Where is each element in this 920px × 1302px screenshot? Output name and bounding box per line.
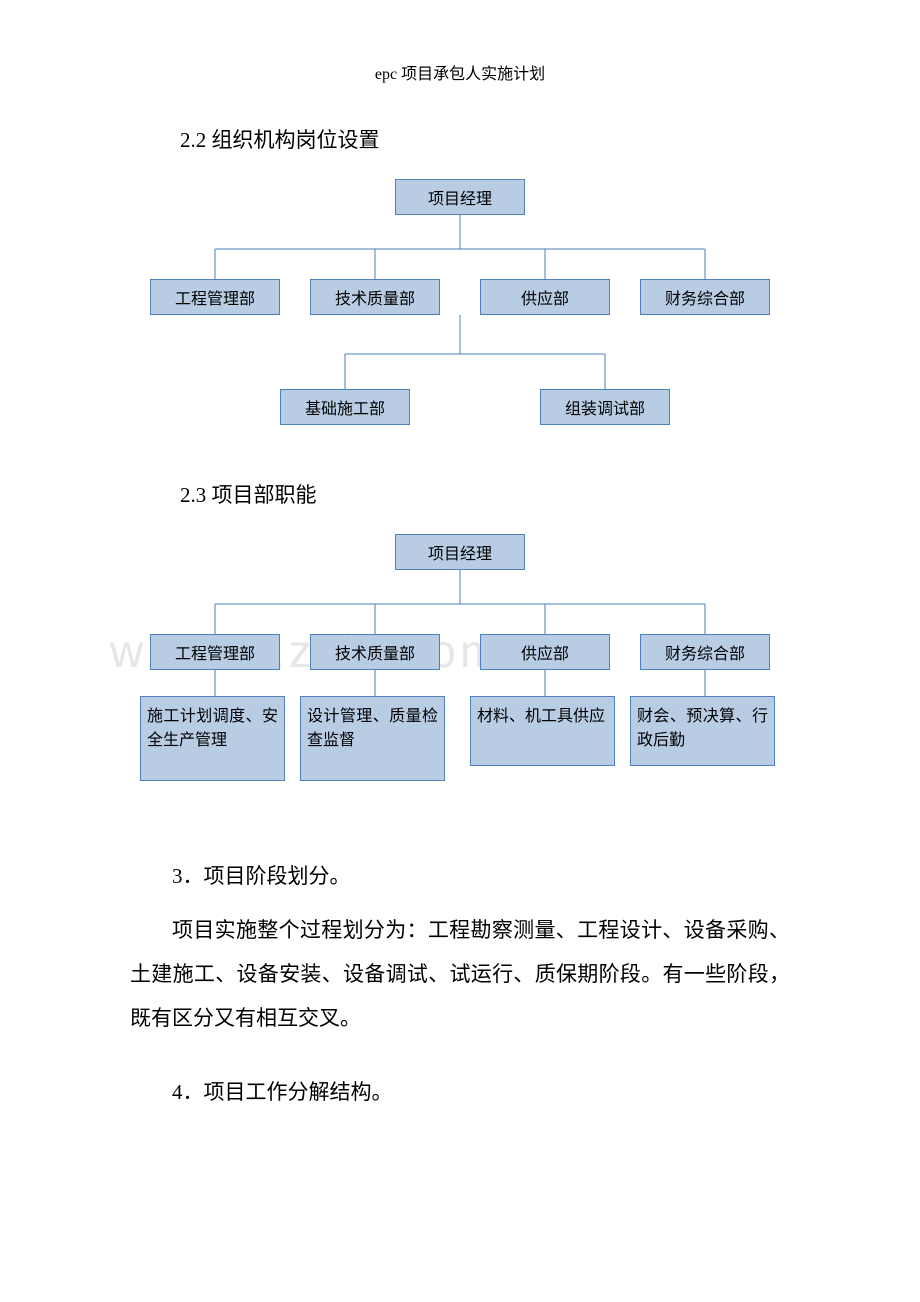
org-desc-f2: 设计管理、质量检查监督 <box>300 696 445 781</box>
org-node-d4: 财务综合部 <box>640 634 770 670</box>
org-node-pm: 项目经理 <box>395 534 525 570</box>
org-desc-f3: 材料、机工具供应 <box>470 696 615 766</box>
section-3-body: 项目实施整个过程划分为：工程勘察测量、工程设计、设备采购、土建施工、设备安装、设… <box>130 908 790 1040</box>
org-desc-f4: 财会、预决算、行政后勤 <box>630 696 775 766</box>
org-chart-functions: 项目经理工程管理部技术质量部供应部财务综合部施工计划调度、安全生产管理设计管理、… <box>150 534 770 824</box>
org-chart-positions: 项目经理工程管理部技术质量部 供应部财务综合部基础施工部 组装调试部 <box>150 179 770 449</box>
org-node-s1: 基础施工部 <box>280 389 410 425</box>
org-node-d3: 供应部 <box>480 634 610 670</box>
org-node-d3: 供应部 <box>480 279 610 315</box>
org-node-d2: 技术质量部 <box>310 634 440 670</box>
org-node-s2: 组装调试部 <box>540 389 670 425</box>
section-4-title: 4．项目工作分解结构。 <box>130 1070 790 1114</box>
org-node-d1: 工程管理部 <box>150 634 280 670</box>
section-3-title: 3．项目阶段划分。 <box>130 854 790 898</box>
org-node-d1: 工程管理部 <box>150 279 280 315</box>
org-desc-f1: 施工计划调度、安全生产管理 <box>140 696 285 781</box>
org-node-d2: 技术质量部 <box>310 279 440 315</box>
page-header: epc 项目承包人实施计划 <box>130 60 790 84</box>
org-node-d4: 财务综合部 <box>640 279 770 315</box>
org-node-pm: 项目经理 <box>395 179 525 215</box>
section-2-3-title: 2.3 项目部职能 <box>180 479 790 509</box>
section-2-2-title: 2.2 组织机构岗位设置 <box>180 124 790 154</box>
